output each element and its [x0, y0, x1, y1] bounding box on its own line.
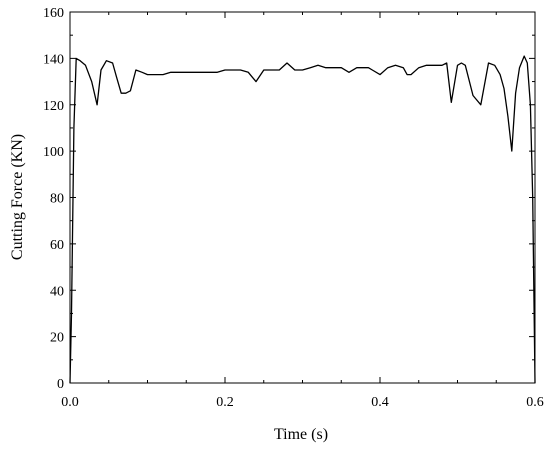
x-axis-title: Time (s) — [274, 426, 328, 443]
y-tick-label: 20 — [50, 331, 64, 346]
y-tick-label: 60 — [50, 238, 64, 253]
y-tick-label: 100 — [43, 145, 64, 160]
x-tick-label: 0.4 — [371, 395, 389, 410]
x-tick-label: 0.2 — [216, 395, 234, 410]
y-tick-label: 0 — [57, 377, 64, 392]
y-tick-label: 160 — [43, 6, 64, 21]
y-axis-title: Cutting Force (KN) — [9, 134, 26, 260]
y-tick-label: 120 — [43, 99, 64, 114]
x-axis-ticks: 0.0 0.2 0.4 0.6 — [61, 12, 544, 410]
y-tick-label: 40 — [50, 284, 64, 299]
y-axis-ticks: 0 20 40 60 80 100 120 140 160 — [43, 6, 535, 392]
y-tick-label: 140 — [43, 52, 64, 67]
x-tick-label: 0.0 — [61, 395, 79, 410]
series-line — [69, 55, 536, 384]
x-tick-label: 0.6 — [526, 395, 544, 410]
series-layer — [69, 55, 536, 384]
y-tick-label: 80 — [50, 192, 64, 207]
